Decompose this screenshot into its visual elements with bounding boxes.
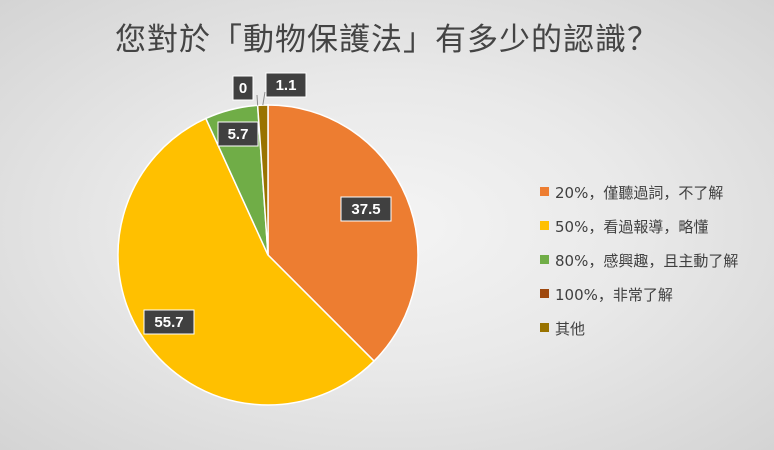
data-label-box (217, 121, 259, 147)
legend-swatch (540, 187, 549, 196)
data-label: 37.5 (340, 196, 392, 222)
legend-swatch (540, 221, 549, 230)
legend-swatch (540, 289, 549, 298)
legend-swatch (540, 323, 549, 332)
data-label: 5.7 (217, 121, 259, 147)
legend-item: 50%，看過報導，略懂 (540, 210, 770, 244)
legend-label: 50%，看過報導，略懂 (555, 218, 709, 236)
data-label-box (232, 75, 254, 101)
leader-line (256, 94, 259, 106)
data-label-text: 5.7 (228, 126, 249, 143)
legend-label: 80%，感興趣，且主動了解 (555, 252, 739, 270)
data-label-text: 55.7 (154, 314, 183, 331)
data-label-box (143, 309, 195, 335)
data-label-box (340, 196, 392, 222)
data-label-box (265, 72, 307, 98)
data-label-text: 37.5 (351, 201, 380, 218)
legend-label: 其他 (555, 320, 586, 338)
legend-item: 80%，感興趣，且主動了解 (540, 244, 770, 278)
data-label: 55.7 (143, 309, 195, 335)
pie-slice (267, 104, 419, 363)
data-label-text: 0 (239, 80, 247, 97)
data-label: 0 (232, 75, 254, 101)
legend-item: 100%，非常了解 (540, 278, 770, 312)
leader-line (262, 91, 266, 106)
data-label: 1.1 (265, 72, 307, 98)
legend-label: 100%，非常了解 (555, 286, 673, 304)
chart-title: 您對於「動物保護法」有多少的認識？ (115, 22, 659, 58)
legend-item: 20%，僅聽過詞，不了解 (540, 176, 770, 210)
legend-item: 其他 (540, 312, 770, 346)
data-label-text: 1.1 (276, 77, 297, 94)
legend-swatch (540, 255, 549, 264)
chart-legend: 20%，僅聽過詞，不了解 50%，看過報導，略懂 80%，感興趣，且主動了解 100%… (540, 176, 770, 346)
legend-label: 20%，僅聽過詞，不了解 (555, 184, 724, 202)
